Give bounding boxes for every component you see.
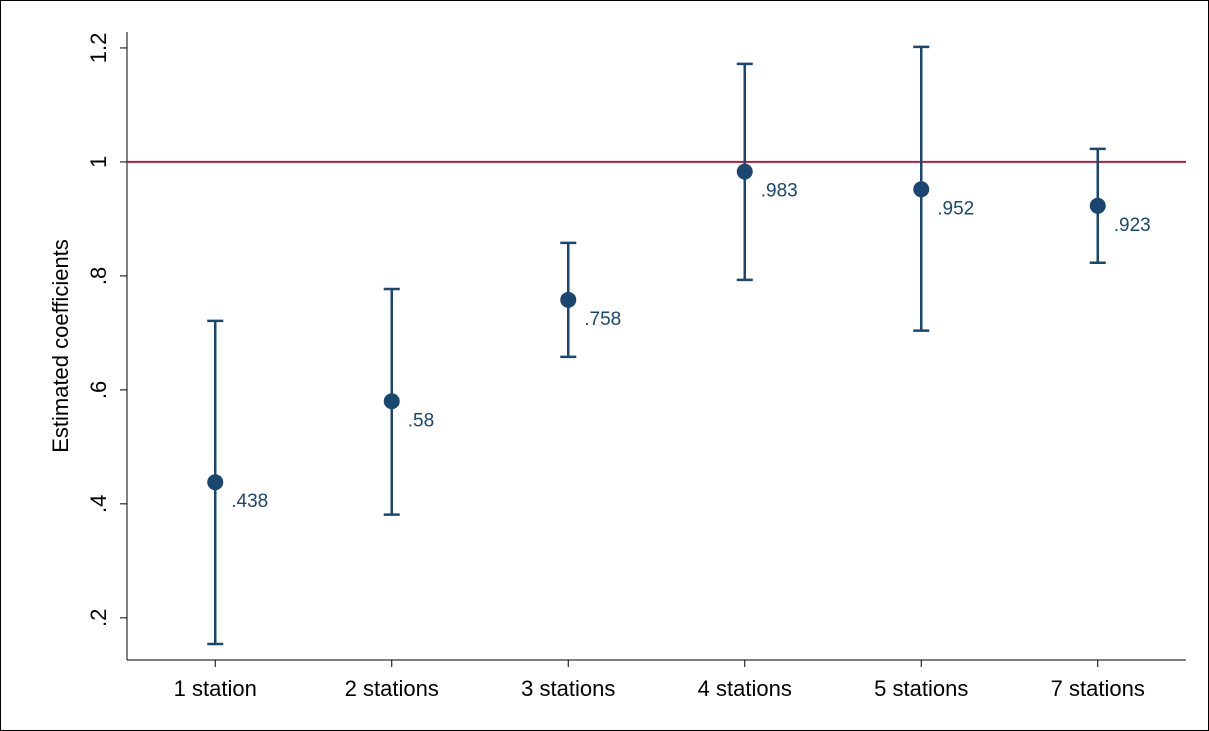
value-label: .952 <box>937 198 974 219</box>
x-tick-label: 7 stations <box>1051 676 1145 701</box>
value-label: .923 <box>1114 215 1151 236</box>
y-tick-label: .6 <box>86 381 111 399</box>
y-tick-label: 1.2 <box>86 33 111 64</box>
value-label: .758 <box>584 309 621 330</box>
x-tick-label: 4 stations <box>698 676 792 701</box>
point <box>1089 197 1106 214</box>
x-tick-label: 2 stations <box>345 676 439 701</box>
point <box>207 474 224 491</box>
value-label: .438 <box>231 491 268 512</box>
value-label: .983 <box>761 181 798 202</box>
y-tick-label: .2 <box>86 609 111 627</box>
y-tick-label: .4 <box>86 495 111 513</box>
value-label: .58 <box>408 410 434 431</box>
point <box>736 163 753 180</box>
x-tick-label: 1 station <box>174 676 257 701</box>
point <box>560 291 577 308</box>
point <box>913 181 930 198</box>
y-tick-label: .8 <box>86 267 111 285</box>
x-tick-label: 5 stations <box>874 676 968 701</box>
y-tick-label: 1 <box>86 156 111 168</box>
x-tick-label: 3 stations <box>521 676 615 701</box>
point <box>383 393 400 410</box>
y-axis-label: Estimated coefficients <box>48 239 73 453</box>
